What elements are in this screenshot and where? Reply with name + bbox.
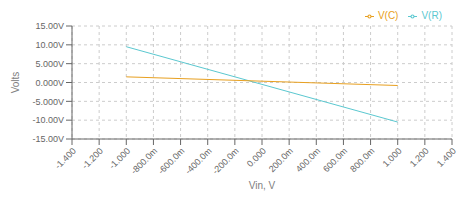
svg-text:200.0m: 200.0m <box>267 146 295 174</box>
svg-text:-1.400: -1.400 <box>53 146 78 171</box>
svg-text:-5.000V: -5.000V <box>32 97 64 107</box>
svg-text:0.000V: 0.000V <box>35 78 64 88</box>
svg-text:-1.000: -1.000 <box>107 146 132 171</box>
svg-text:-15.00V: -15.00V <box>32 134 64 144</box>
svg-text:800.0m: 800.0m <box>348 146 376 174</box>
svg-text:10.00V: 10.00V <box>35 40 64 50</box>
svg-text:-10.00V: -10.00V <box>32 115 64 125</box>
svg-text:15.00V: 15.00V <box>35 21 64 31</box>
svg-text:5.000V: 5.000V <box>35 59 64 69</box>
svg-text:1.200: 1.200 <box>408 146 431 169</box>
svg-text:0.000: 0.000 <box>245 146 268 169</box>
svg-text:1.400: 1.400 <box>435 146 458 169</box>
svg-text:-1.200: -1.200 <box>80 146 105 171</box>
svg-text:Volts: Volts <box>10 72 21 94</box>
svg-text:400.0m: 400.0m <box>294 146 322 174</box>
svg-text:Vin, V: Vin, V <box>249 180 276 191</box>
svg-text:-200.0m: -200.0m <box>210 146 240 176</box>
html-text:V(C): V(C) <box>377 10 399 21</box>
svg-text:600.0m: 600.0m <box>321 146 349 174</box>
svg-text:-600.0m: -600.0m <box>156 146 186 176</box>
svg-text:-800.0m: -800.0m <box>129 146 159 176</box>
svg-text:-400.0m: -400.0m <box>183 146 213 176</box>
html-text:V(R): V(R) <box>421 10 442 21</box>
svg-text:1.000: 1.000 <box>381 146 404 169</box>
